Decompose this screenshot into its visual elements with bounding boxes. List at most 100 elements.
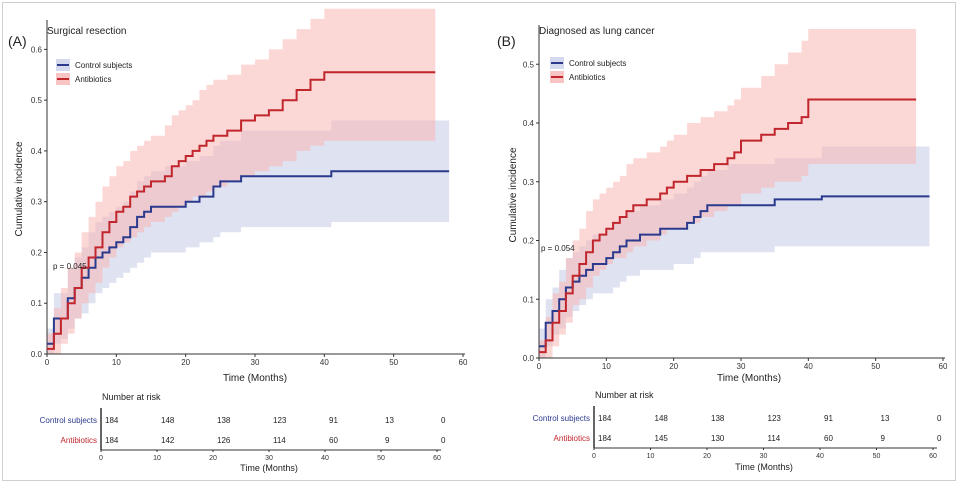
risk-table-title: Number at risk [595, 390, 654, 400]
risk-table-tick-label: 40 [321, 455, 329, 462]
y-tick-label: 0.3 [31, 198, 43, 207]
confidence-band-antibiotics [47, 8, 436, 355]
x-tick-label: 60 [459, 358, 468, 367]
risk-table-tick-label: 20 [209, 455, 217, 462]
x-tick-label: 60 [939, 362, 948, 371]
x-axis-label: Time (Months) [717, 373, 781, 384]
x-tick-label: 10 [112, 358, 121, 367]
risk-table-x-label: Time (Months) [735, 462, 793, 472]
panel-label: (B) [497, 33, 516, 49]
risk-count: 0 [441, 436, 446, 445]
x-tick-label: 0 [45, 358, 50, 367]
risk-table-tick-label: 50 [377, 455, 385, 462]
y-axis-label: Cumulative incidence [14, 141, 25, 236]
y-tick-label: 0.6 [31, 45, 43, 54]
risk-table-tick-label: 60 [929, 453, 937, 460]
risk-table-tick-label: 10 [647, 453, 655, 460]
risk-count: 126 [217, 436, 231, 445]
risk-row-label-control: Control subjects [40, 416, 97, 425]
y-tick-label: 0.1 [31, 299, 43, 308]
risk-count: 0 [937, 434, 942, 443]
risk-table-tick-label: 30 [265, 455, 273, 462]
legend-label-control: Control subjects [75, 61, 132, 70]
risk-count: 60 [329, 436, 338, 445]
y-tick-label: 0.5 [523, 60, 535, 69]
risk-count: 184 [105, 416, 119, 425]
risk-table-tick-label: 50 [873, 453, 881, 460]
y-tick-label: 0.3 [523, 178, 535, 187]
series-line-antibiotics [539, 98, 917, 354]
legend-label-antibiotics: Antibiotics [75, 75, 111, 84]
x-axis-label: Time (Months) [223, 373, 287, 384]
risk-row-label-antibiotics: Antibiotics [61, 436, 97, 445]
legend-label-control: Control subjects [569, 59, 626, 68]
risk-table-tick-label: 0 [592, 453, 596, 460]
risk-count: 138 [217, 416, 231, 425]
legend-label-antibiotics: Antibiotics [569, 73, 605, 82]
x-tick-label: 30 [737, 362, 746, 371]
risk-count: 9 [881, 434, 886, 443]
risk-count: 148 [655, 414, 669, 423]
x-tick-label: 0 [537, 362, 542, 371]
risk-row-label-control: Control subjects [533, 414, 590, 423]
x-tick-label: 20 [181, 358, 190, 367]
risk-count: 60 [824, 434, 833, 443]
risk-count: 0 [937, 414, 942, 423]
risk-count: 91 [824, 414, 833, 423]
risk-table-tick-label: 60 [433, 455, 441, 462]
risk-row-label-antibiotics: Antibiotics [554, 434, 590, 443]
confidence-band-control [539, 146, 930, 358]
risk-count: 114 [768, 434, 781, 443]
x-tick-label: 20 [669, 362, 678, 371]
y-tick-label: 0.5 [31, 96, 43, 105]
y-tick-label: 0.4 [523, 119, 535, 128]
chart-title: Diagnosed as lung cancer [539, 26, 655, 37]
risk-table-x-label: Time (Months) [240, 463, 298, 473]
risk-count: 9 [385, 436, 390, 445]
risk-count: 13 [881, 414, 890, 423]
risk-count: 142 [161, 436, 175, 445]
risk-count: 184 [598, 434, 612, 443]
panel-b: 0 10 20 30 40 50 60 0.0 0.1 0.2 0.3 0.4 0.5 (B) Diagno… [497, 25, 948, 472]
figure-frame [2, 2, 956, 481]
p-value-annotation: p = 0.054 [541, 244, 575, 253]
risk-count: 13 [385, 416, 394, 425]
risk-count: 138 [711, 414, 725, 423]
risk-table-tick-label: 0 [99, 455, 103, 462]
panel-label: (A) [8, 33, 27, 49]
x-tick-label: 10 [602, 362, 611, 371]
x-tick-label: 40 [320, 358, 329, 367]
x-tick-label: 50 [871, 362, 880, 371]
y-tick-label: 0.2 [523, 237, 535, 246]
risk-count: 184 [105, 436, 119, 445]
y-tick-label: 0.1 [523, 295, 535, 304]
risk-count: 123 [273, 416, 287, 425]
risk-count: 184 [598, 414, 612, 423]
y-axis-label: Cumulative incidence [508, 147, 519, 242]
y-tick-label: 0.0 [523, 354, 535, 363]
risk-count: 123 [768, 414, 782, 423]
confidence-band-antibiotics [539, 29, 917, 358]
x-tick-label: 40 [804, 362, 813, 371]
risk-count: 0 [441, 416, 446, 425]
risk-table-title: Number at risk [102, 392, 161, 402]
risk-count: 91 [329, 416, 338, 425]
risk-table-tick-label: 20 [703, 453, 711, 460]
panel-a: 0 10 20 30 40 50 60 0.0 0.1 0.2 0.3 0.4 0.5 0.6 (A) Sur… [8, 8, 468, 473]
x-tick-label: 50 [389, 358, 398, 367]
risk-count: 148 [161, 416, 175, 425]
y-tick-label: 0.0 [31, 350, 43, 359]
risk-count: 114 [273, 436, 286, 445]
y-tick-label: 0.2 [31, 248, 43, 257]
series-line-antibiotics [47, 71, 436, 350]
chart-title: Surgical resection [47, 26, 126, 37]
risk-count: 145 [655, 434, 669, 443]
y-tick-label: 0.4 [31, 147, 43, 156]
risk-count: 130 [711, 434, 725, 443]
risk-table-tick-label: 40 [816, 453, 824, 460]
risk-table-tick-label: 30 [760, 453, 768, 460]
x-tick-label: 30 [251, 358, 260, 367]
p-value-annotation: p = 0.045 [53, 262, 87, 271]
